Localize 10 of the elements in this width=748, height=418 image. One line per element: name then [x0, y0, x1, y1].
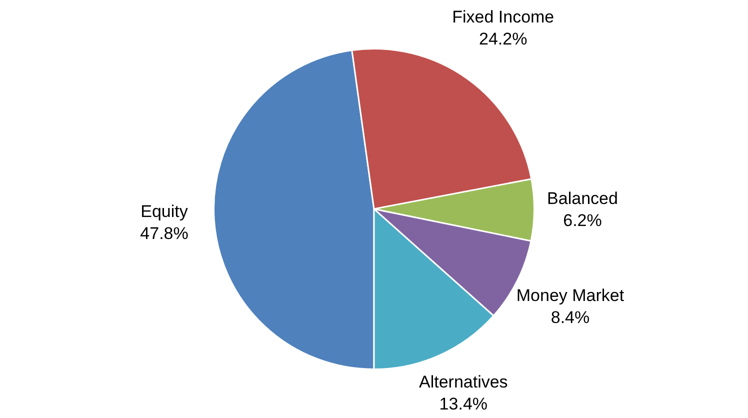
- data-label: 47.8%: [140, 224, 188, 244]
- data-label: 8.4%: [550, 308, 590, 328]
- data-label: 24.2%: [479, 30, 528, 49]
- slice-label: Fixed Income: [452, 8, 554, 27]
- data-label: 13.4%: [439, 394, 488, 414]
- slice-label: Equity: [140, 202, 188, 222]
- slice-label: Balanced: [547, 189, 618, 208]
- data-label: 6.2%: [563, 211, 602, 230]
- slice-label: Alternatives: [418, 372, 508, 392]
- slice-label: Money Market: [516, 286, 624, 306]
